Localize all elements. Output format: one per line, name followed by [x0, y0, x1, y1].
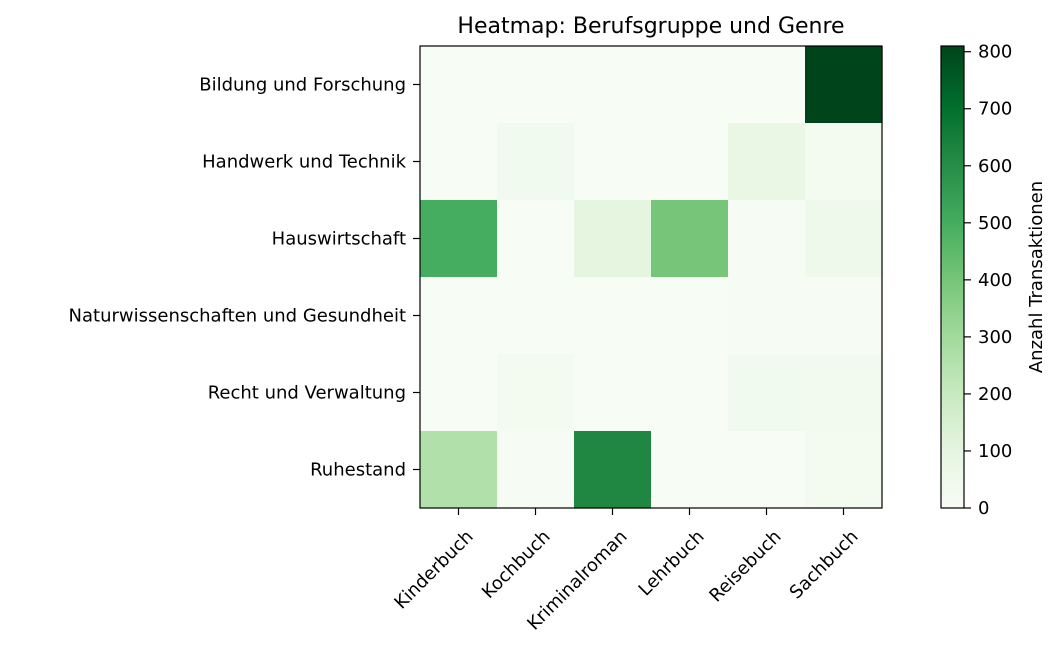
colorbar-tick-label: 600: [978, 156, 1012, 177]
heatmap-cell: [497, 277, 575, 355]
heatmap-cell: [574, 200, 652, 278]
y-tick-label: Recht und Verwaltung: [208, 383, 406, 404]
plot-frame: [419, 45, 883, 509]
heatmap-cell: [728, 277, 806, 355]
heatmap-cell: [497, 46, 575, 124]
x-tick-label: Reisebuch: [705, 526, 785, 606]
heatmap-cell: [574, 46, 652, 124]
heatmap-cell: [574, 354, 652, 432]
heatmap-cell: [728, 431, 806, 509]
x-tick-label: Lehrbuch: [635, 526, 709, 600]
y-tick-label: Hauswirtschaft: [272, 229, 406, 250]
heatmap-cell: [574, 431, 652, 509]
x-tick-label: Kinderbuch: [390, 526, 477, 613]
colorbar-tick-label: 700: [978, 99, 1012, 120]
heatmap-cell: [728, 123, 806, 201]
colorbar-tick-label: 0: [978, 498, 989, 519]
heatmap-cell: [497, 200, 575, 278]
heatmap-cell: [728, 354, 806, 432]
colorbar: [940, 45, 965, 509]
heatmap-cell: [651, 46, 729, 124]
heatmap-cell: [651, 354, 729, 432]
heatmap-cell: [497, 354, 575, 432]
colorbar-label: Anzahl Transaktionen: [1026, 181, 1047, 373]
heatmap-cell: [574, 277, 652, 355]
heatmap-cell: [497, 123, 575, 201]
colorbar-tick-label: 400: [978, 270, 1012, 291]
y-tick-label: Handwerk und Technik: [202, 152, 406, 173]
colorbar-tick-label: 300: [978, 327, 1012, 348]
heatmap-cell: [420, 123, 498, 201]
heatmap-cell: [574, 123, 652, 201]
x-tick-label: Sachbuch: [786, 526, 863, 603]
heatmap-cell: [805, 46, 883, 124]
heatmap-cell: [805, 277, 883, 355]
colorbar-tick-label: 800: [978, 42, 1012, 63]
heatmap-cell: [805, 123, 883, 201]
heatmap-cell: [805, 354, 883, 432]
heatmap-cell: [497, 431, 575, 509]
y-tick-label: Naturwissenschaften und Gesundheit: [69, 306, 406, 327]
heatmap-cell: [651, 200, 729, 278]
heatmap-cell: [651, 123, 729, 201]
y-tick-label: Ruhestand: [310, 460, 406, 481]
heatmap-cell: [805, 431, 883, 509]
y-tick-label: Bildung und Forschung: [199, 75, 406, 96]
heatmap-cell: [651, 431, 729, 509]
heatmap-cell: [728, 200, 806, 278]
heatmap-cell: [420, 277, 498, 355]
heatmap-cell: [420, 431, 498, 509]
heatmap-cell: [651, 277, 729, 355]
heatmap-cell: [420, 354, 498, 432]
heatmap-cell: [420, 200, 498, 278]
x-tick-label: Kochbuch: [478, 526, 555, 603]
heatmap-cell: [728, 46, 806, 124]
colorbar-tick-label: 200: [978, 384, 1012, 405]
colorbar-tick-label: 100: [978, 441, 1012, 462]
heatmap-cell: [805, 200, 883, 278]
colorbar-tick-label: 500: [978, 213, 1012, 234]
heatmap-cell: [420, 46, 498, 124]
chart-title: Heatmap: Berufsgruppe und Genre: [457, 14, 844, 39]
